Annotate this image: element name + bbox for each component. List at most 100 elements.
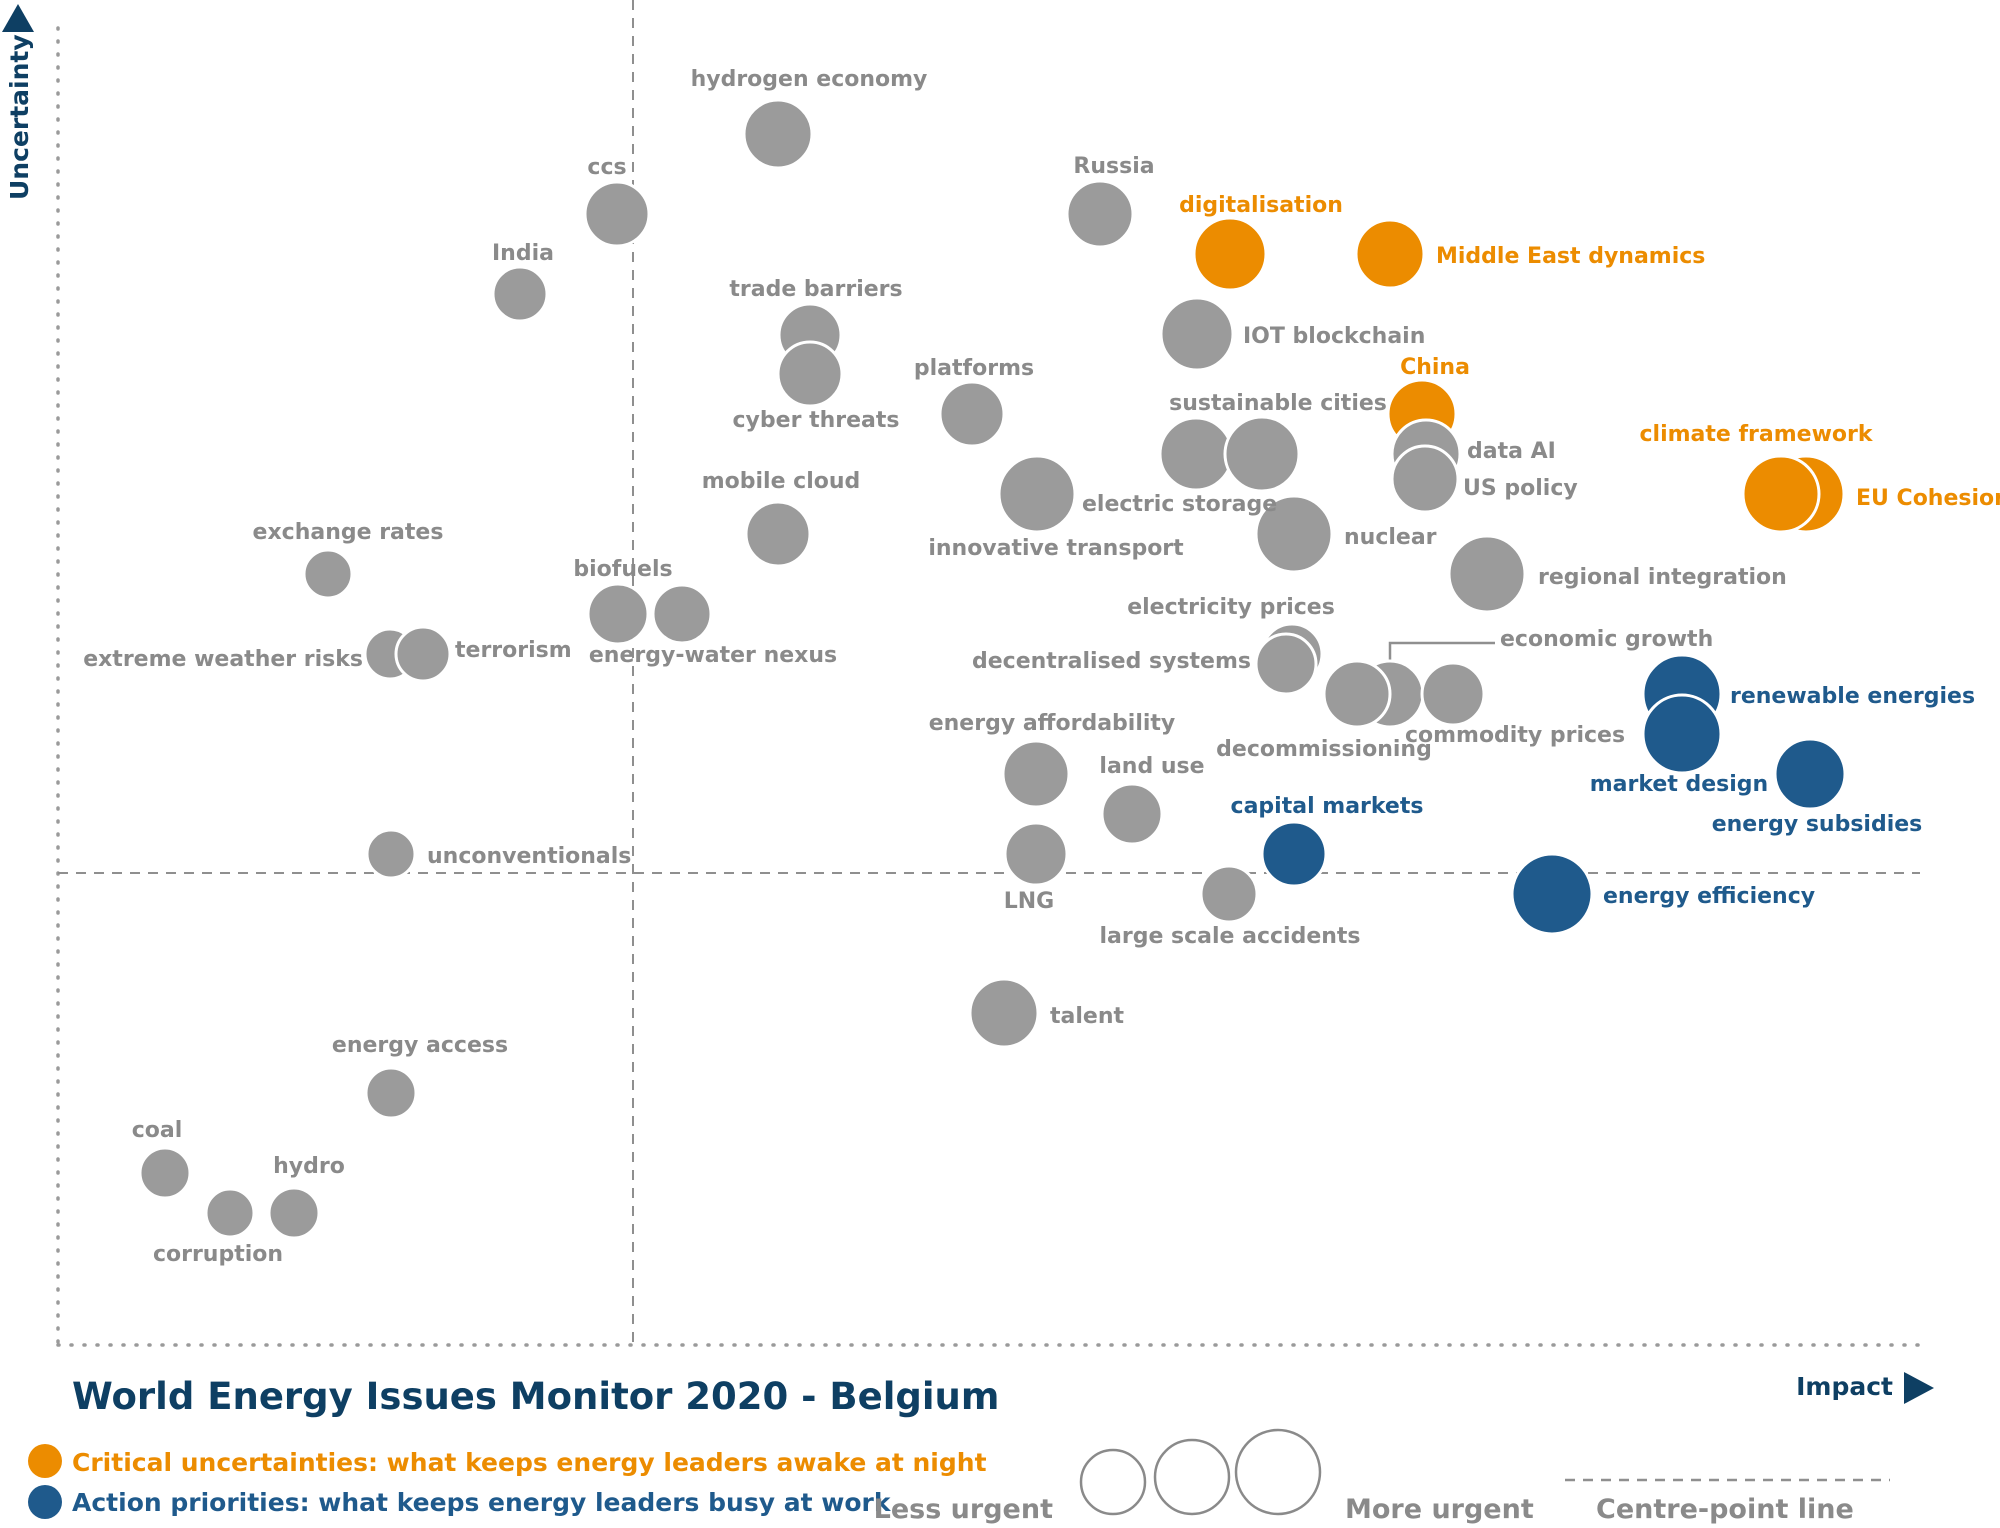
label-iot-blockchain: IOT blockchain	[1243, 324, 1425, 349]
bubble-digitalisation	[1192, 216, 1268, 292]
label-market-design: market design	[1590, 772, 1768, 797]
label-biofuels: biofuels	[573, 557, 672, 582]
bubble-large-scale-accidents	[1199, 864, 1259, 924]
bubble-biofuels	[586, 582, 650, 646]
label-innovative-transport: innovative transport	[928, 536, 1184, 561]
bubble-iot-blockchain	[1159, 296, 1235, 372]
label-ccs: ccs	[587, 155, 626, 180]
chart-title: World Energy Issues Monitor 2020 - Belgi…	[72, 1375, 999, 1418]
label-climate-framework: climate framework	[1639, 422, 1873, 447]
bubble-coal	[138, 1146, 192, 1200]
bubble-mobile-cloud	[744, 500, 812, 568]
label-corruption: corruption	[153, 1242, 283, 1267]
bubble-decommissioning	[1322, 659, 1392, 729]
y-axis-arrow-icon	[2, 4, 34, 32]
label-unconventionals: unconventionals	[427, 844, 631, 869]
bubble-energy-subsidies	[1773, 737, 1847, 811]
label-capital-markets: capital markets	[1231, 794, 1424, 819]
label-energy-access: energy access	[332, 1033, 508, 1058]
label-digitalisation: digitalisation	[1179, 193, 1343, 218]
label-sustainable-cities: sustainable cities	[1169, 391, 1387, 416]
label-russia: Russia	[1073, 154, 1154, 179]
bubble-russia	[1065, 179, 1135, 249]
label-renewable-energies: renewable energies	[1730, 684, 1975, 709]
label-energy-subsidies: energy subsidies	[1712, 812, 1923, 837]
size-legend-large-circle	[1234, 1428, 1322, 1516]
bubble-talent	[968, 977, 1040, 1049]
label-regional-integration: regional integration	[1538, 565, 1787, 590]
bubble-lng	[1003, 821, 1069, 887]
bubble-electric-storage	[1223, 415, 1301, 493]
label-decentralised-systems: decentralised systems	[972, 649, 1251, 674]
bubble-cyber-threats	[776, 340, 844, 408]
bubble-us-policy	[1390, 444, 1460, 514]
label-decommissioning: decommissioning	[1216, 737, 1432, 762]
y-axis-label: Uncertainty	[5, 34, 34, 200]
label-energy-affordability: energy affordability	[929, 711, 1176, 736]
bubble-corruption	[204, 1187, 256, 1239]
label-trade-barriers: trade barriers	[729, 277, 902, 302]
label-nuclear: nuclear	[1344, 525, 1437, 550]
legend-dot-action	[28, 1485, 62, 1519]
label-talent: talent	[1050, 1004, 1124, 1029]
bubble-labels-group: hydrogen economy ccs India Russia digitalisa…	[83, 67, 2000, 1267]
bubble-eu-cohesion	[1741, 454, 1821, 534]
label-terrorism: terrorism	[455, 638, 572, 663]
bubble-nuclear	[1254, 494, 1334, 574]
label-electricity-prices: electricity prices	[1127, 595, 1335, 620]
bubble-middle-east-dynamics	[1354, 218, 1426, 290]
size-legend-more: More urgent	[1345, 1494, 1534, 1525]
bubble-capital-markets	[1260, 820, 1328, 888]
bubble-india	[491, 265, 549, 323]
label-electric-storage: electric storage	[1082, 492, 1277, 517]
label-large-scale-accidents: large scale accidents	[1099, 924, 1360, 949]
legend-dot-critical	[28, 1444, 62, 1478]
label-data-ai: data AI	[1467, 439, 1556, 464]
label-lng: LNG	[1004, 889, 1055, 914]
bubble-land-use	[1100, 782, 1164, 846]
bubble-energy-water-nexus	[651, 583, 713, 645]
label-economic-growth: economic growth	[1500, 627, 1713, 652]
label-land-use: land use	[1099, 754, 1204, 779]
bubble-regional-integration	[1447, 534, 1527, 614]
legend-label-critical: Critical uncertainties: what keeps energ…	[72, 1448, 987, 1477]
label-cyber-threats: cyber threats	[733, 408, 900, 433]
label-hydro: hydro	[273, 1154, 345, 1179]
bubble-commodity-prices	[1420, 661, 1486, 727]
bubble-terrorism	[394, 625, 452, 683]
bubble-platforms	[938, 380, 1006, 448]
label-exchange-rates: exchange rates	[253, 520, 444, 545]
label-coal: coal	[132, 1118, 183, 1143]
centre-line-legend-label: Centre-point line	[1596, 1494, 1854, 1525]
label-us-policy: US policy	[1463, 476, 1578, 501]
x-axis-label: Impact	[1796, 1372, 1893, 1401]
size-legend-less: Less urgent	[874, 1494, 1053, 1525]
economic-growth-connector	[1388, 641, 1495, 663]
bubble-hydro	[267, 1186, 321, 1240]
bubble-sustainable-cities	[1158, 416, 1234, 492]
bubble-ccs	[583, 180, 651, 248]
label-platforms: platforms	[914, 356, 1034, 381]
bubble-hydrogen-economy	[742, 98, 814, 170]
bubble-energy-affordability	[1001, 739, 1071, 809]
label-middle-east-dynamics: Middle East dynamics	[1436, 244, 1705, 269]
x-axis-arrow-icon	[1904, 1372, 1934, 1404]
size-legend-medium-circle	[1153, 1438, 1231, 1516]
label-hydrogen-economy: hydrogen economy	[691, 67, 928, 92]
bubbles-group	[138, 98, 1847, 1240]
bubble-energy-efficiency	[1510, 852, 1594, 936]
bubble-energy-access	[364, 1066, 418, 1120]
label-mobile-cloud: mobile cloud	[702, 469, 861, 494]
bubble-unconventionals	[365, 828, 417, 880]
bubble-innovative-transport	[997, 454, 1077, 534]
legend-label-action: Action priorities: what keeps energy lea…	[72, 1488, 892, 1517]
label-energy-water-nexus: energy-water nexus	[589, 643, 837, 668]
size-legend-small-circle	[1079, 1448, 1147, 1516]
bubble-exchange-rates	[302, 548, 354, 600]
label-eu-cohesion: EU Cohesion	[1856, 486, 2000, 511]
bubble-decentralised-systems	[1254, 632, 1318, 696]
bubble-market-design	[1641, 693, 1723, 775]
label-commodity-prices: commodity prices	[1405, 723, 1625, 748]
label-extreme-weather-risks: extreme weather risks	[83, 647, 363, 672]
